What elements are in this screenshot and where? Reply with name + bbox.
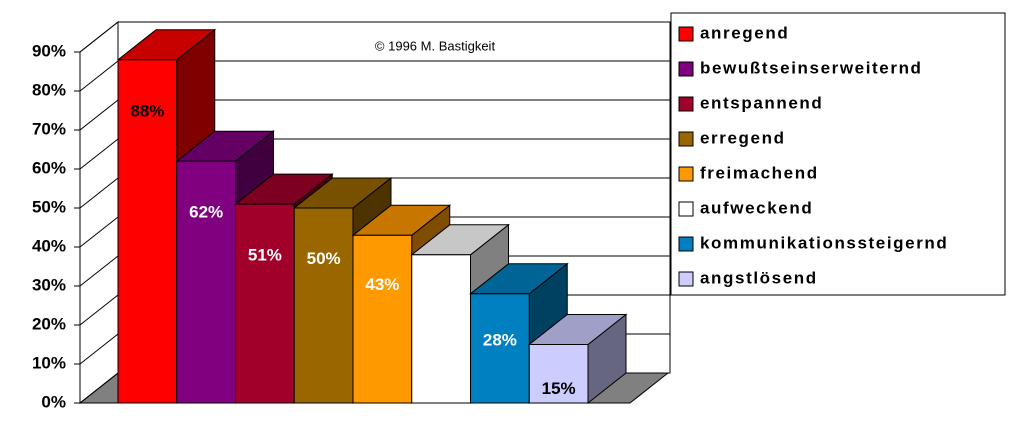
legend-label: aufweckend	[700, 198, 813, 217]
plot-area: 88% 62% 51% 50% 43% 28% 15%	[74, 20, 671, 405]
data-label: 43%	[365, 275, 399, 294]
grid-line	[79, 216, 119, 248]
legend-swatch	[678, 236, 694, 252]
y-tick-label: 0%	[41, 392, 66, 411]
legend-label: bewußtseinserweiternd	[700, 58, 923, 77]
bar	[176, 160, 236, 404]
grid-line	[79, 99, 119, 131]
grid-line	[79, 138, 119, 170]
grid-line	[79, 294, 119, 326]
legend-box	[670, 12, 1006, 296]
legend-label: kommunikationssteigernd	[700, 233, 948, 252]
y-tick-label: 30%	[32, 275, 66, 294]
bar	[528, 344, 589, 404]
legend-label: entspannend	[700, 93, 823, 112]
y-tick-label: 90%	[32, 41, 66, 60]
legend-label: erregend	[700, 128, 786, 147]
bar	[411, 254, 471, 404]
y-tick-label: 70%	[32, 119, 66, 138]
side-wall	[79, 20, 119, 405]
y-tick-label: 40%	[32, 236, 66, 255]
data-label: 51%	[248, 246, 282, 265]
legend-label: anregend	[700, 23, 789, 42]
grid-line	[79, 372, 119, 404]
grid-line	[79, 333, 119, 365]
data-label: 15%	[542, 379, 576, 398]
grid-line	[79, 21, 119, 53]
data-label: 62%	[189, 203, 223, 222]
y-tick-label: 50%	[32, 197, 66, 216]
data-label: 50%	[307, 249, 341, 268]
legend: anregend bewußtseinserweiternd entspannend…	[670, 12, 1006, 296]
legend-swatch	[678, 26, 694, 42]
grid-line	[79, 177, 119, 209]
data-label: 88%	[130, 101, 164, 120]
bar	[117, 59, 178, 404]
data-label: 28%	[483, 331, 517, 350]
bar	[352, 234, 413, 404]
legend-swatch	[678, 96, 694, 112]
bar	[235, 203, 295, 404]
y-tick-label: 20%	[32, 314, 66, 333]
legend-swatch	[678, 131, 694, 147]
legend-swatch	[678, 201, 694, 217]
annotation: © 1996 M. Bastigkeit	[375, 38, 496, 53]
legend-swatch	[678, 166, 694, 182]
y-tick-label: 80%	[32, 80, 66, 99]
bar	[470, 293, 530, 404]
legend-label: freimachend	[700, 163, 819, 182]
legend-swatch	[678, 61, 694, 77]
bar	[293, 207, 354, 404]
y-tick-label: 60%	[32, 158, 66, 177]
legend-label: angstlösend	[700, 268, 818, 287]
grid-line	[79, 60, 119, 92]
y-tick-label: 10%	[32, 353, 66, 372]
legend-swatch	[678, 271, 694, 287]
grid-line	[79, 255, 119, 287]
